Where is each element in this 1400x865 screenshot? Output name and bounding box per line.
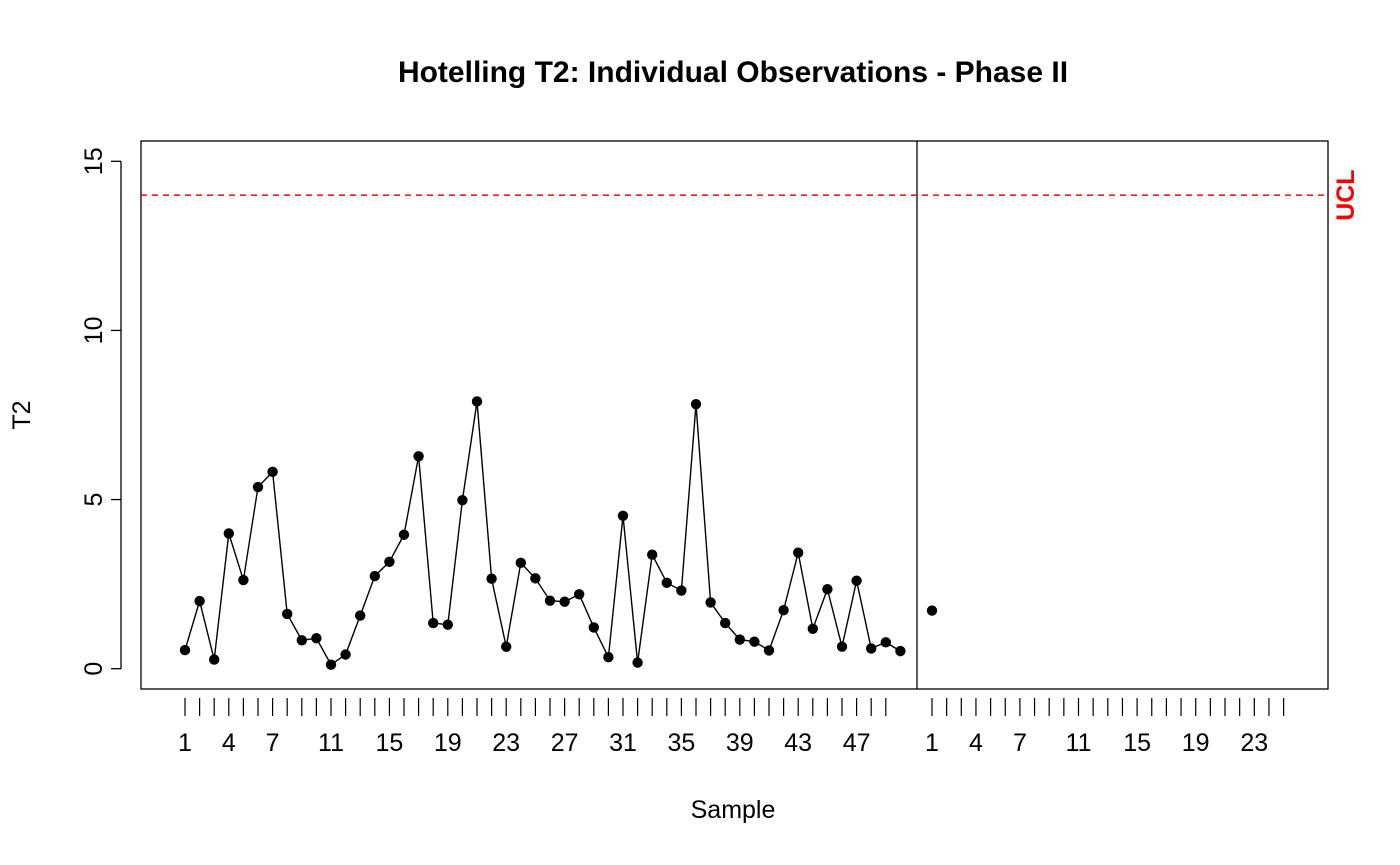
phase1-data-point [296, 635, 307, 646]
phase1-data-point [676, 585, 687, 596]
phase1-x-tick-label: 39 [726, 729, 754, 757]
phase1-data-point [866, 643, 877, 654]
phase1-data-point [325, 659, 337, 670]
phase1-data-point [398, 529, 410, 540]
plot-border [140, 140, 1329, 690]
phase1-data-point [574, 589, 585, 600]
phase1-data-point [194, 595, 205, 607]
phase1-data-point [880, 637, 891, 648]
phase1-data-point [428, 617, 439, 629]
phase1-data-point [486, 573, 497, 584]
phase1-data-point [778, 604, 789, 616]
phase1-x-tick-label: 43 [784, 729, 812, 757]
phase1-data-point [179, 644, 191, 656]
y-tick-label: 10 [80, 317, 108, 345]
phase2-x-tick-label: 23 [1240, 729, 1268, 757]
x-axis-label: Sample [691, 796, 776, 824]
phase1-x-tick-label: 35 [667, 729, 695, 757]
phase1-data-point [617, 510, 629, 522]
phase1-data-point [340, 649, 351, 660]
phase1-data-point [471, 396, 483, 407]
phase1-x-tick-label: 4 [222, 729, 236, 757]
phase1-data-point [501, 641, 512, 652]
phase2-x-tick-label: 7 [1013, 729, 1027, 757]
phase1-data-point [720, 617, 731, 629]
phase1-data-point [705, 597, 716, 608]
phase1-data-point [822, 584, 833, 595]
chart-title: Hotelling T2: Individual Observations - … [398, 56, 1068, 89]
phase1-data-point [515, 557, 526, 569]
phase1-data-point [749, 636, 760, 647]
phase1-data-point [588, 622, 599, 633]
phase1-data-point [384, 556, 395, 568]
phase1-x-tick-label: 15 [375, 729, 403, 757]
phase1-x-tick-label: 27 [551, 729, 579, 757]
y-tick-label: 5 [80, 493, 108, 507]
phase1-data-point [369, 570, 380, 582]
phase1-x-tick-label: 11 [318, 729, 344, 757]
phase1-data-point [457, 495, 468, 506]
phase1-data-point [413, 451, 424, 462]
phase1-x-tick-label: 31 [609, 729, 637, 757]
phase1-data-point [851, 575, 862, 586]
phase2-x-tick-label: 15 [1123, 729, 1151, 757]
phase1-data-point [223, 528, 234, 539]
phase1-data-point [442, 619, 453, 630]
phase1-data-point [311, 633, 322, 644]
ucl-label: UCL [1332, 169, 1360, 220]
phase1-x-tick-label: 19 [434, 729, 462, 757]
phase2-x-tick-label: 1 [925, 729, 939, 757]
phase1-data-point [895, 645, 906, 657]
phase2-x-tick-label: 4 [969, 729, 983, 757]
phase1-data-point [544, 595, 556, 606]
phase1-data-point [734, 634, 745, 645]
phase1-data-point [530, 573, 541, 584]
phase1-data-point [836, 641, 848, 652]
phase1-data-point [209, 654, 220, 665]
phase2-x-tick-label: 19 [1182, 729, 1210, 757]
phase1-x-tick-label: 23 [492, 729, 520, 757]
phase1-data-point [355, 610, 366, 621]
phase1-x-tick-label: 47 [843, 729, 871, 757]
phase1-x-tick-label: 7 [266, 729, 280, 757]
phase1-data-point [661, 577, 672, 588]
phase1-data-point [267, 466, 278, 478]
phase2-data-point [926, 605, 938, 616]
phase1-data-point [252, 481, 264, 493]
phase1-data-point [559, 596, 570, 607]
phase1-data-point [647, 549, 658, 560]
y-tick-label: 15 [80, 147, 108, 175]
phase1-data-point [282, 608, 293, 620]
phase1-data-point [763, 645, 775, 656]
phase1-data-point [807, 623, 818, 634]
phase1-data-point [632, 657, 643, 668]
phase1-data-point [690, 398, 702, 410]
y-axis-label: T2 [8, 400, 36, 429]
phase2-x-tick-label: 11 [1066, 729, 1092, 757]
phase1-data-point [238, 574, 249, 586]
y-tick-label: 0 [80, 662, 108, 676]
phase1-data-point [793, 547, 804, 558]
phase1-data-point [603, 652, 614, 663]
phase1-series-line [184, 401, 901, 666]
phase1-x-tick-label: 1 [178, 729, 192, 757]
